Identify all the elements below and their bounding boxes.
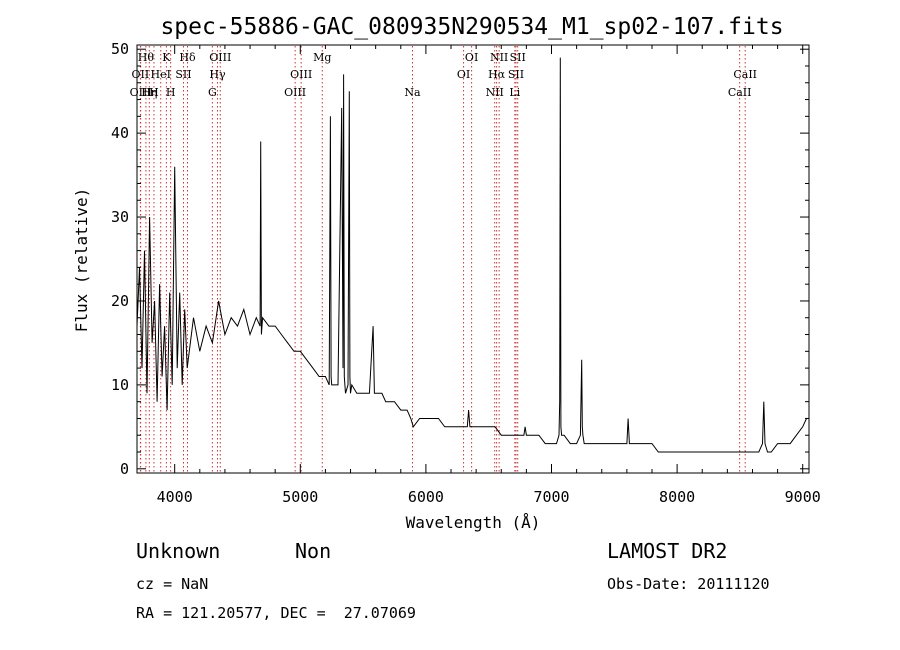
obs-date-value: Obs-Date: 20111120 [607,575,770,593]
line-label-OIII: OIII [130,86,152,99]
y-tick-label: 30 [111,208,129,226]
x-tick-label: 4000 [157,488,193,506]
line-label-Mg: Mg [313,51,331,64]
line-label-HeI: HeI [151,68,171,81]
line-label-NII: NII [486,86,504,99]
line-label-OII: OII [132,68,150,81]
x-tick-label: 6000 [408,488,444,506]
line-label-Hγ: Hγ [209,68,226,81]
chart-title: spec-55886-GAC_080935N290534_M1_sp02-107… [160,14,783,40]
x-tick-label: 7000 [533,488,569,506]
line-label-Li: Li [509,86,520,99]
y-tick-label: 20 [111,292,129,310]
line-label-OI: OI [465,51,478,64]
x-axis-ticks: 4000 5000 6000 7000 8000 9000 [157,45,821,506]
line-label-OI: OI [457,68,470,81]
line-label-Hη: Hη [141,86,157,99]
y-axis-label: Flux (relative) [72,188,91,333]
spectral-line-markers [139,46,746,472]
redshift-value: cz = NaN [136,575,209,593]
line-label-H: H [166,86,176,99]
line-label-K: K [162,51,171,64]
line-label-OIII: OIII [209,51,231,64]
line-label-H: H [149,86,159,99]
line-label-SII: SII [508,68,524,81]
line-label-NII: NII [490,51,508,64]
subclass-label: Non [295,539,332,563]
line-label-SII: SII [510,51,526,64]
line-label-OIII: OIII [284,86,306,99]
line-label-CaII: CaII [733,68,757,81]
x-tick-label: 8000 [659,488,695,506]
line-label-Hα: Hα [488,68,506,81]
y-tick-label: 50 [111,40,129,58]
x-tick-label: 9000 [785,488,821,506]
y-tick-label: 40 [111,124,129,142]
line-label-SII: SII [175,68,191,81]
line-label-Hθ: Hθ [138,51,155,64]
line-label-OIII: OIII [290,68,312,81]
y-axis-ticks: 0 10 20 30 40 50 [111,40,809,478]
survey-label: LAMOST DR2 [607,539,728,563]
y-tick-label: 10 [111,376,129,394]
line-label-Hδ: Hδ [179,51,196,64]
spectral-line-labels: OIIOIIIHθHηHHeIKHSIIHδGHγOIIIOIIIOIIIMgN… [130,51,757,99]
y-tick-label: 0 [120,460,129,478]
coordinates-value: RA = 121.20577, DEC = 27.07069 [136,604,416,622]
x-axis-label: Wavelength (Å) [406,513,541,532]
spectrum-line [136,57,807,453]
line-label-CaII: CaII [728,86,752,99]
classification-label: Unknown [136,539,221,563]
line-label-G: G [208,86,217,99]
x-tick-label: 5000 [282,488,318,506]
plot-frame [136,44,810,474]
line-label-Na: Na [404,86,421,99]
